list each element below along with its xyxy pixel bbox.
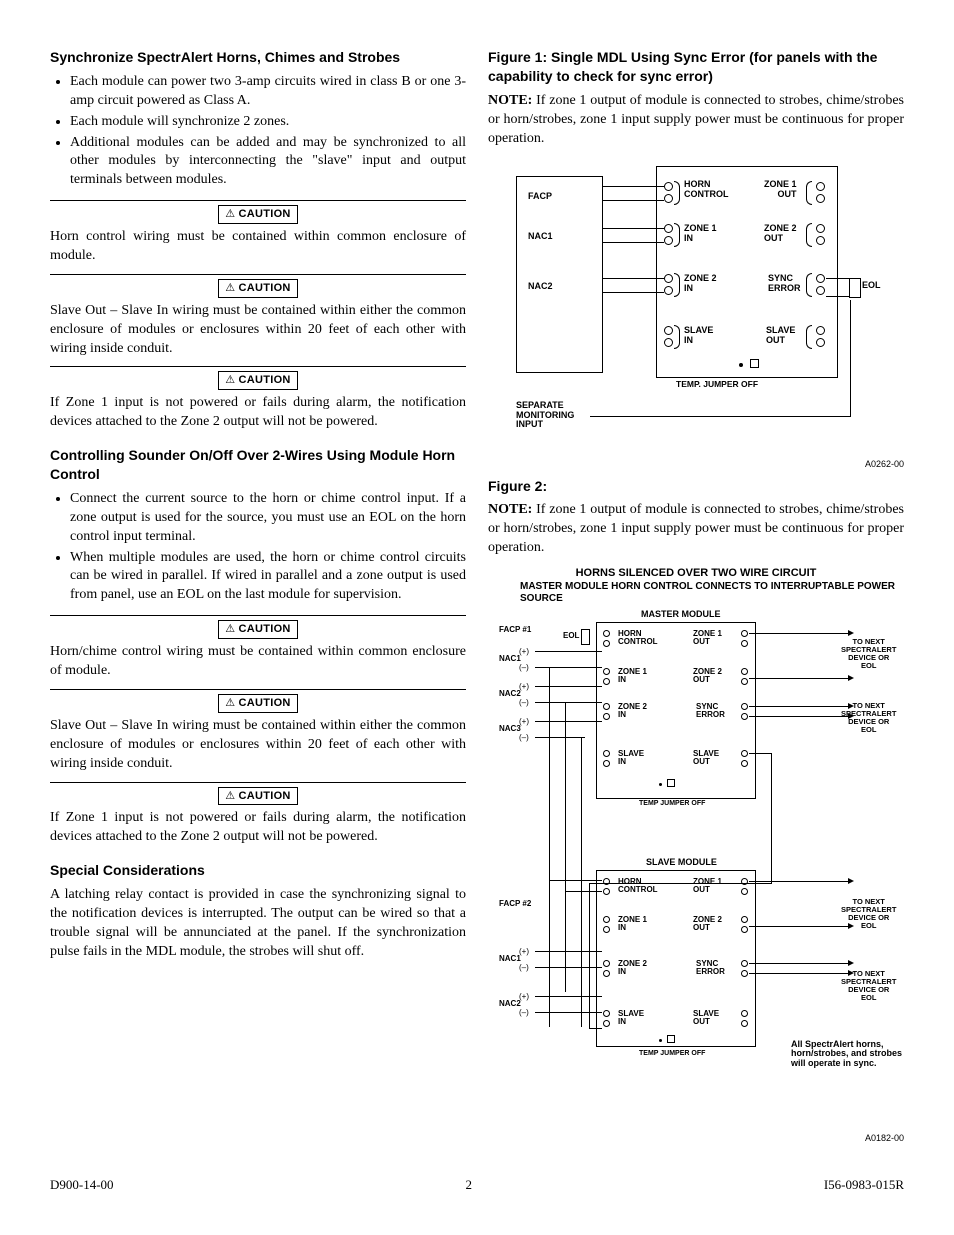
caution-badge: CAUTION <box>218 787 297 806</box>
figure1-id: A0262-00 <box>488 458 904 470</box>
divider <box>50 782 466 783</box>
heading-sync: Synchronize SpectrAlert Horns, Chimes an… <box>50 48 466 67</box>
figure2-note: NOTE: If zone 1 output of module is conn… <box>488 501 904 558</box>
divider <box>50 200 466 201</box>
divider <box>50 689 466 690</box>
footer-page: 2 <box>465 1176 472 1194</box>
figure2-diagram: MASTER MODULE FACP #1 EOL NAC1 (+) (–) N… <box>491 610 901 1130</box>
figure2-id: A0182-00 <box>488 1132 904 1144</box>
divider <box>50 615 466 616</box>
divider <box>50 274 466 275</box>
right-column: Figure 1: Single MDL Using Sync Error (f… <box>488 48 904 1150</box>
heading-horn-control: Controlling Sounder On/Off Over 2-Wires … <box>50 446 466 484</box>
bullet: Connect the current source to the horn o… <box>70 490 466 547</box>
figure1-heading: Figure 1: Single MDL Using Sync Error (f… <box>488 48 904 86</box>
bullet: Additional modules can be added and may … <box>70 134 466 191</box>
caution-text: Slave Out – Slave In wiring must be cont… <box>50 302 466 359</box>
caution-text: Horn control wiring must be contained wi… <box>50 228 466 266</box>
figure2-title: HORNS SILENCED OVER TWO WIRE CIRCUIT <box>488 566 904 581</box>
caution-badge: CAUTION <box>218 694 297 713</box>
caution-text: If Zone 1 input is not powered or fails … <box>50 809 466 847</box>
bullet: Each module will synchronize 2 zones. <box>70 113 466 132</box>
page-footer: D900-14-00 2 I56-0983-015R <box>50 1176 904 1194</box>
horn-bullets: Connect the current source to the horn o… <box>50 490 466 605</box>
heading-special: Special Considerations <box>50 861 466 880</box>
figure2-subtitle: MASTER MODULE HORN CONTROL CONNECTS TO I… <box>520 581 904 604</box>
caution-text: Slave Out – Slave In wiring must be cont… <box>50 717 466 774</box>
sync-bullets: Each module can power two 3-amp circuits… <box>50 73 466 190</box>
caution-badge: CAUTION <box>218 371 297 390</box>
bullet: Each module can power two 3-amp circuits… <box>70 73 466 111</box>
caution-badge: CAUTION <box>218 205 297 224</box>
footer-right: I56-0983-015R <box>824 1176 904 1194</box>
figure1-note: NOTE: If zone 1 output of module is conn… <box>488 92 904 149</box>
divider <box>50 366 466 367</box>
caution-badge: CAUTION <box>218 620 297 639</box>
caution-text: If Zone 1 input is not powered or fails … <box>50 394 466 432</box>
footer-left: D900-14-00 <box>50 1176 114 1194</box>
special-text: A latching relay contact is provided in … <box>50 886 466 962</box>
figure1-diagram: FACP NAC1 NAC2 HORN CONTROL ZONE 1 IN ZO… <box>506 166 886 456</box>
left-column: Synchronize SpectrAlert Horns, Chimes an… <box>50 48 466 1150</box>
caution-text: Horn/chime control wiring must be contai… <box>50 643 466 681</box>
bullet: When multiple modules are used, the horn… <box>70 549 466 606</box>
figure2-heading: Figure 2: <box>488 477 904 496</box>
caution-badge: CAUTION <box>218 279 297 298</box>
